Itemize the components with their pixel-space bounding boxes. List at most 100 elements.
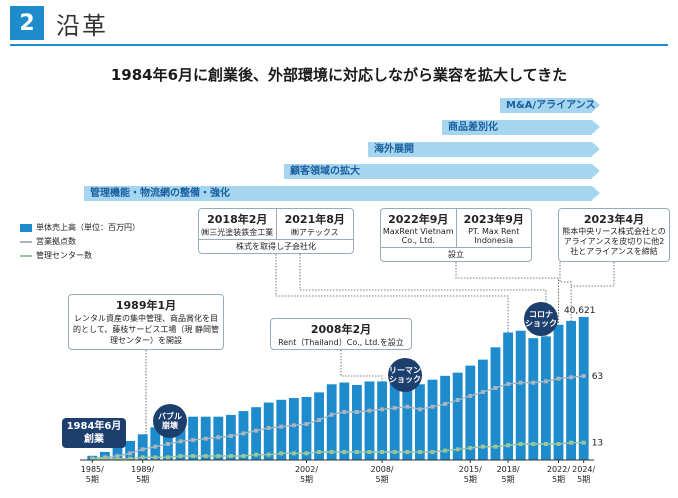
band-label-0: M&A/アライアンス	[506, 100, 596, 111]
sales-bar	[528, 338, 539, 460]
callout-2023-text: PT. Max Rent Indonesia	[468, 227, 520, 245]
branches-point	[254, 428, 259, 433]
callout-1989-text: レンタル資産の集中管理、商品賞化を目的として、藤枝サービス工場（現 静岡管理セン…	[73, 314, 219, 345]
branches-point	[279, 424, 284, 429]
branches-point	[468, 394, 473, 398]
line-branches-path	[92, 375, 584, 460]
band-label-3: 顧客領域の拡大	[290, 166, 360, 177]
legend-branches: 営業拠点数	[20, 236, 76, 247]
branches-point	[304, 422, 309, 426]
branches-point	[581, 374, 586, 378]
centers-point	[480, 444, 485, 449]
legend-sales-swatch	[20, 223, 32, 232]
centers-point	[203, 454, 208, 458]
sales-bar	[251, 407, 262, 460]
legend-sales-label: 単体売上高（単位：百万円）	[36, 223, 140, 232]
centers-point	[291, 451, 296, 456]
branches-point	[380, 407, 385, 412]
sales-bar	[175, 417, 186, 460]
callout-2023apr-text: 熊本中央リース株式会社とのアライアンスを皮切りに他2社とアライアンスを締結	[562, 227, 666, 256]
legend-branches-label: 営業拠点数	[36, 237, 76, 246]
band-arrow-2	[592, 142, 600, 156]
branches-point	[455, 398, 460, 402]
branches-point	[291, 423, 296, 428]
centers-point	[128, 456, 133, 461]
guide-2023	[559, 262, 572, 336]
sales-bar	[351, 384, 362, 460]
centers-point	[266, 452, 271, 457]
branches-point	[556, 376, 561, 381]
x-tick-label: 1985/	[81, 465, 104, 474]
centers-point	[430, 450, 435, 454]
branches-point	[430, 404, 435, 409]
x-tick-label: 5期	[502, 475, 515, 484]
x-tick-label: 1989/	[131, 465, 154, 474]
sales-bar	[578, 316, 589, 460]
legend-branches-swatch	[20, 240, 32, 243]
sales-bar	[238, 411, 249, 460]
sales-bar	[452, 372, 463, 460]
centers-point	[329, 450, 334, 454]
sales-bar	[137, 434, 148, 460]
x-tick-label: 2018/	[497, 465, 520, 474]
centers-point	[165, 455, 170, 460]
callout-1989: 1989年1月 レンタル資産の集中管理、商品賞化を目的として、藤枝サービス工場（…	[68, 294, 224, 350]
branches-point	[153, 444, 158, 449]
callout-founding-line1: 1984年6月	[66, 421, 122, 432]
bubble-corona-shock: コロナ ショック	[524, 302, 558, 336]
guide-2021	[299, 254, 547, 344]
legend-centers-label: 管理センター数	[36, 251, 92, 260]
callout-2023-year: 2023年9月	[463, 213, 524, 226]
band-label-1: 商品差別化	[448, 122, 498, 133]
centers-point	[493, 444, 498, 449]
branches-point	[518, 380, 523, 385]
sales-bar	[490, 347, 501, 460]
centers-point	[254, 452, 259, 457]
guide-2023apr	[571, 262, 615, 287]
sales-bar	[503, 332, 514, 460]
centers-point	[216, 454, 221, 458]
centers-point	[380, 450, 385, 454]
callout-2021-year: 2021年8月	[284, 213, 345, 226]
centers-point	[506, 443, 511, 448]
sales-bar	[301, 396, 312, 460]
x-tick-label: 5期	[86, 475, 99, 484]
centers-point	[367, 450, 372, 454]
branches-point	[228, 434, 233, 438]
band-bar-1	[442, 120, 592, 135]
centers-point	[317, 450, 322, 454]
x-tick-label: 2022/	[547, 465, 570, 474]
centers-line	[90, 440, 586, 461]
x-tick-label: 5期	[464, 475, 477, 484]
centers-point	[518, 442, 523, 446]
branches-point	[115, 454, 120, 458]
centers-point	[581, 440, 586, 445]
branches-point	[569, 375, 574, 380]
band-arrow-0	[592, 98, 600, 112]
band-bar-3	[284, 164, 592, 179]
centers-point	[178, 454, 183, 458]
line-centers-path	[92, 441, 584, 460]
band-arrow-3	[592, 164, 600, 178]
x-tick-label: 2008/	[371, 465, 394, 474]
branches-point	[165, 442, 170, 446]
band-arrow-1	[592, 120, 600, 134]
callout-acquisitions-foot: 株式を取得し子会社化	[236, 242, 316, 251]
callout-founding-line2: 創業	[84, 434, 104, 445]
branches-point	[354, 410, 359, 414]
branches-point	[543, 379, 548, 384]
branches-point	[128, 451, 133, 456]
branches-point	[216, 435, 221, 440]
branches-point	[405, 404, 410, 409]
centers-point	[569, 440, 574, 445]
branches-point	[367, 408, 372, 413]
branches-point	[480, 390, 485, 394]
sales-bar	[540, 336, 551, 460]
bubble-lehman-line1: リーマン	[389, 366, 421, 375]
centers-point	[304, 451, 309, 456]
sales-bar	[477, 359, 488, 460]
callout-2008-text: Rent（Thailand）Co., Ltd.を設立	[278, 338, 404, 347]
centers-point	[153, 455, 158, 460]
x-tick-label: 2015/	[459, 465, 482, 474]
